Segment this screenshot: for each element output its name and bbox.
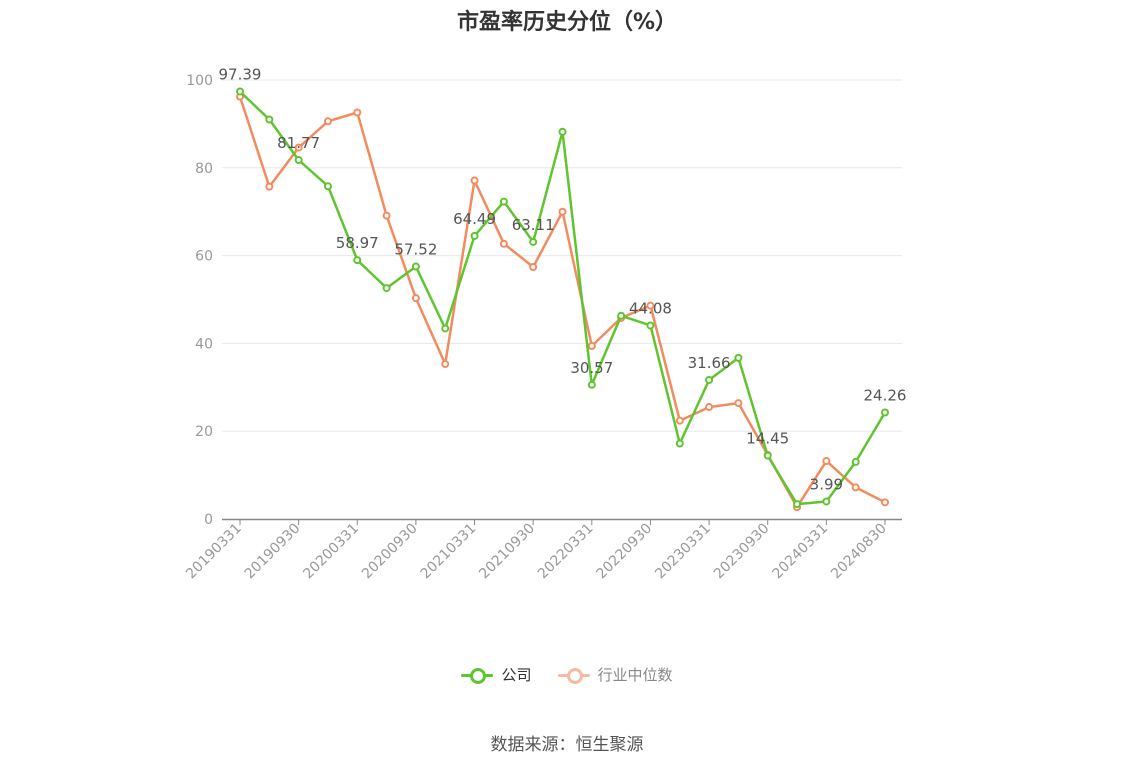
- x-tick-label: 20210331: [418, 521, 480, 583]
- x-tick-label: 20190331: [183, 521, 245, 583]
- chart-title: 市盈率历史分位（%）: [456, 10, 678, 35]
- x-tick-label: 20230930: [711, 521, 773, 583]
- data-point-industry-median: [529, 263, 538, 272]
- data-point-company: [499, 197, 508, 206]
- data-point-company: [411, 262, 420, 271]
- data-label: 81.77: [277, 134, 320, 152]
- x-tick-label: 20230331: [652, 521, 714, 583]
- x-tick-label: 20240331: [769, 521, 831, 583]
- data-label: 57.52: [394, 240, 437, 258]
- data-point-company: [353, 256, 362, 265]
- x-tick-label: 20210930: [476, 521, 538, 583]
- legend-industry-median-marker: [557, 666, 590, 684]
- legend: 公司 行业中位数: [0, 664, 1134, 685]
- data-point-industry-median: [881, 498, 889, 507]
- data-point-industry-median: [558, 207, 567, 216]
- data-point-company: [881, 408, 889, 417]
- data-point-industry-median: [294, 143, 303, 152]
- data-point-company: [793, 500, 802, 509]
- data-point-company: [822, 497, 831, 506]
- y-tick-label: 0: [204, 512, 213, 528]
- data-point-industry-median: [646, 301, 655, 310]
- data-point-company: [236, 87, 244, 96]
- x-tick-label: 20220331: [535, 521, 597, 583]
- data-label: 44.08: [629, 299, 672, 317]
- y-tick-label: 60: [195, 249, 213, 265]
- data-point-industry-median: [705, 403, 714, 412]
- data-point-company: [646, 321, 655, 330]
- data-point-industry-median: [411, 294, 420, 303]
- data-point-company: [294, 156, 303, 165]
- data-point-industry-median: [734, 399, 743, 408]
- data-label: 3.99: [810, 475, 843, 493]
- y-tick-label: 80: [195, 161, 213, 177]
- data-point-company: [705, 376, 714, 385]
- x-tick-label: 20200331: [300, 521, 362, 583]
- data-point-company: [675, 439, 684, 448]
- data-point-company: [470, 231, 479, 240]
- data-label: 30.57: [570, 359, 613, 377]
- x-tick-label: 20240830: [828, 521, 890, 583]
- data-point-company: [323, 182, 332, 191]
- y-tick-label: 40: [195, 336, 213, 352]
- data-point-industry-median: [470, 176, 479, 185]
- data-point-company: [587, 380, 596, 389]
- x-tick-label: 20220930: [594, 521, 656, 583]
- data-point-industry-median: [382, 211, 391, 220]
- data-point-industry-median: [499, 239, 508, 248]
- data-label: 63.11: [512, 216, 555, 234]
- data-label: 97.39: [219, 65, 262, 83]
- data-point-company: [851, 457, 860, 466]
- legend-industry-median-label: 行业中位数: [597, 666, 673, 684]
- data-point-company: [529, 237, 538, 246]
- data-point-industry-median: [323, 117, 332, 126]
- data-point-company: [382, 284, 391, 293]
- data-point-industry-median: [675, 416, 684, 425]
- legend-item-industry-median[interactable]: 行业中位数: [557, 664, 673, 685]
- data-label: 64.49: [453, 210, 496, 228]
- data-point-industry-median: [441, 360, 450, 369]
- data-point-company: [441, 324, 450, 333]
- legend-company-marker: [461, 666, 494, 684]
- data-point-company: [734, 353, 743, 362]
- data-point-company: [763, 451, 772, 460]
- data-point-company: [265, 115, 274, 124]
- data-point-company: [617, 311, 626, 320]
- y-tick-label: 20: [195, 424, 213, 440]
- data-point-industry-median: [587, 342, 596, 351]
- data-label: 24.26: [864, 386, 907, 404]
- x-tick-label: 20190930: [242, 521, 304, 583]
- data-label: 58.97: [336, 234, 379, 252]
- x-tick-label: 20200930: [359, 521, 421, 583]
- data-label: 31.66: [688, 354, 731, 372]
- data-point-industry-median: [822, 457, 831, 466]
- legend-item-company[interactable]: 公司: [461, 664, 532, 685]
- data-point-company: [558, 127, 567, 136]
- data-point-industry-median: [265, 182, 274, 191]
- data-point-industry-median: [353, 108, 362, 117]
- legend-company-label: 公司: [501, 666, 532, 684]
- data-point-industry-median: [851, 483, 860, 492]
- data-source-note: 数据来源：恒生聚源: [490, 735, 644, 755]
- y-tick-label: 100: [186, 73, 213, 89]
- data-label: 14.45: [746, 430, 789, 448]
